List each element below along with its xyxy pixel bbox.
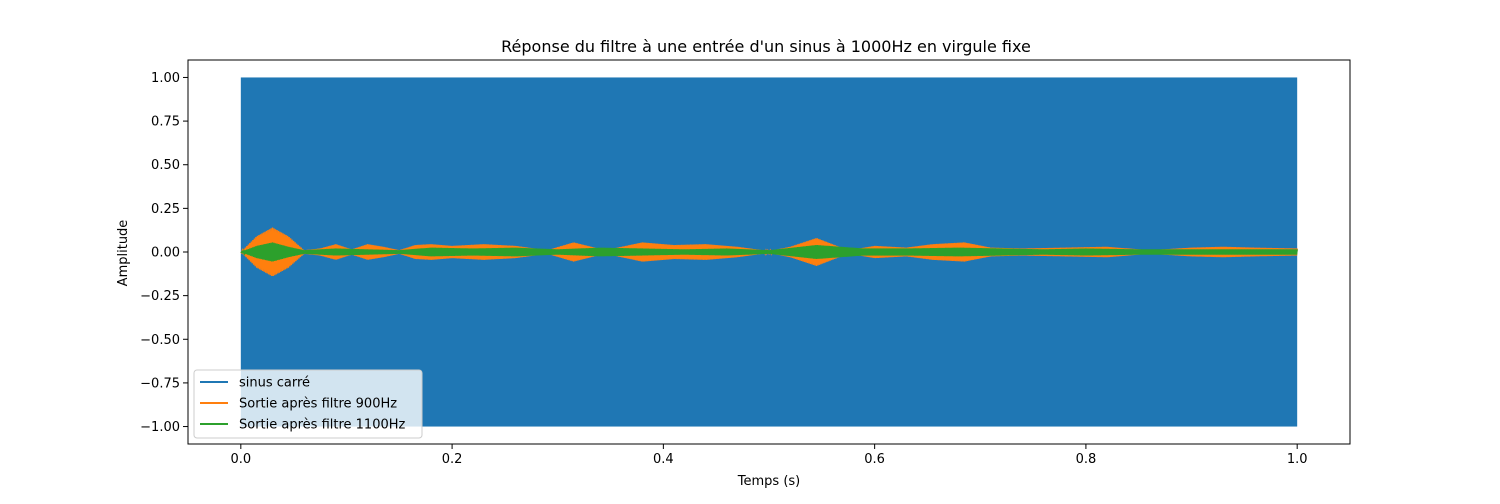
y-tick-label: 0.25 (151, 202, 180, 217)
y-tick-label: 0.50 (151, 158, 180, 173)
y-tick-label: −1.00 (140, 420, 180, 435)
legend-label: sinus carré (239, 376, 310, 391)
y-tick-label: −0.75 (140, 376, 180, 391)
y-tick-label: −0.50 (140, 333, 180, 348)
x-tick-label: 0.4 (653, 452, 674, 467)
y-tick-label: −0.25 (140, 289, 180, 304)
x-axis-label: Temps (s) (737, 474, 800, 489)
y-tick-label: 0.00 (151, 246, 180, 261)
y-tick-label: 1.00 (151, 71, 180, 86)
y-axis: 1.00 0.75 0.50 0.25 0.00 −0.25 −0.50 −0.75 −1.00 (140, 71, 188, 435)
y-tick-label: 0.75 (151, 115, 180, 130)
x-tick-label: 1.0 (1287, 452, 1308, 467)
x-tick-label: 0.6 (864, 452, 885, 467)
plot-area (187, 59, 1351, 445)
y-axis-label: Amplitude (116, 220, 131, 287)
legend-label: Sortie après filtre 1100Hz (239, 418, 406, 433)
series-line-filtre-1100hz (240, 242, 1298, 262)
chart-title: Réponse du filtre à une entrée d'un sinu… (501, 37, 1031, 56)
x-tick-label: 0.0 (230, 452, 251, 467)
legend: sinus carré Sortie après filtre 900Hz Sort… (193, 369, 423, 439)
legend-label: Sortie après filtre 900Hz (239, 397, 397, 412)
x-axis: 0.0 0.2 0.4 0.6 0.8 1.0 (230, 444, 1308, 467)
x-tick-label: 0.2 (442, 452, 463, 467)
x-tick-label: 0.8 (1076, 452, 1097, 467)
legend-box (193, 369, 423, 439)
